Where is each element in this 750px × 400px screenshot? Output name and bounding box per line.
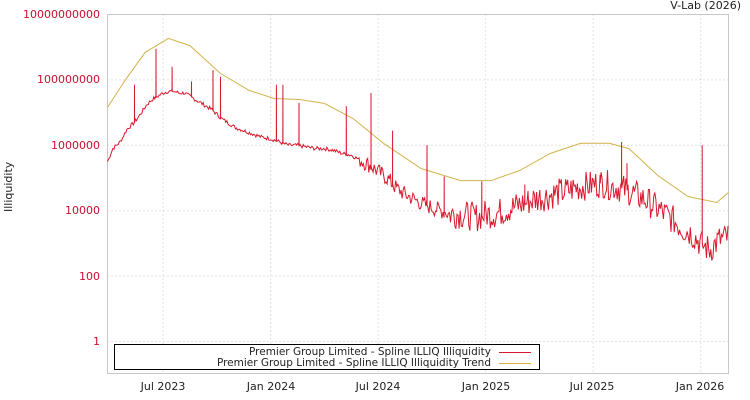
trend-series-line xyxy=(107,37,729,204)
y-tick-1: 1 xyxy=(93,335,100,348)
x-tick-jul-2024: Jul 2024 xyxy=(355,380,401,393)
x-tick-jan-2025: Jan 2025 xyxy=(461,380,511,393)
legend-item-illiquidity: Premier Group Limited - Spline ILLIQ Ill… xyxy=(249,346,531,358)
legend-swatch-trend xyxy=(499,362,531,364)
illiquidity-series-line xyxy=(107,48,729,261)
legend-swatch-illiquidity xyxy=(499,351,531,353)
credit-label: V-Lab (2026) xyxy=(670,0,741,12)
y-tick-1e10: 10000000000 xyxy=(23,8,100,21)
y-tick-1e8: 100000000 xyxy=(37,73,100,86)
x-tick-jul-2025: Jul 2025 xyxy=(569,380,615,393)
plot-frame xyxy=(107,14,729,374)
legend: Premier Group Limited - Spline ILLIQ Ill… xyxy=(114,344,540,370)
legend-item-trend: Premier Group Limited - Spline ILLIQ Ill… xyxy=(217,357,531,369)
x-tick-jan-2026: Jan 2026 xyxy=(675,380,725,393)
gridlines xyxy=(107,14,729,374)
x-tick-jul-2023: Jul 2023 xyxy=(140,380,186,393)
y-tick-1e4: 10000 xyxy=(65,204,100,217)
y-tick-100: 100 xyxy=(79,270,100,283)
x-tick-jan-2024: Jan 2024 xyxy=(246,380,296,393)
legend-label-trend: Premier Group Limited - Spline ILLIQ Ill… xyxy=(216,357,491,369)
y-tick-1e6: 1000000 xyxy=(51,139,100,152)
legend-label-illiquidity: Premier Group Limited - Spline ILLIQ Ill… xyxy=(249,346,491,358)
